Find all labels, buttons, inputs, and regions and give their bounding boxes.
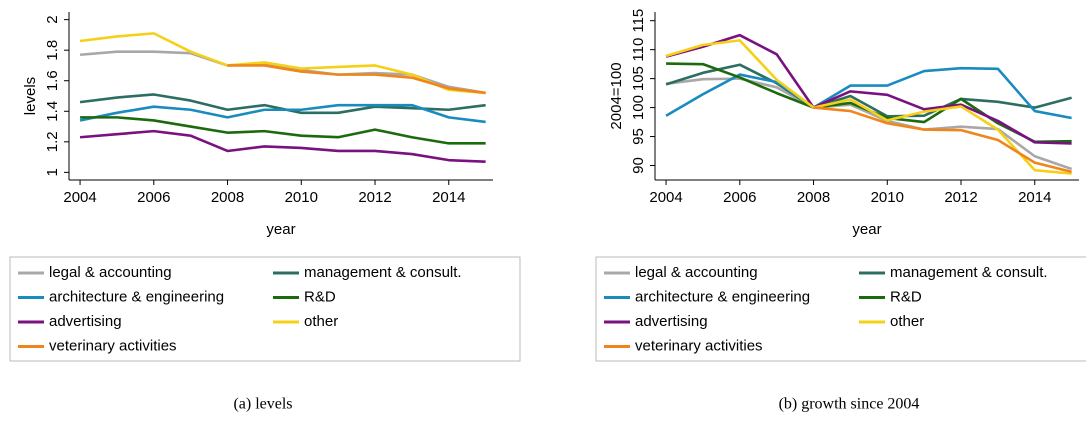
x-tick-label: 2004 [63,189,96,206]
x-tick-label: 2014 [432,189,465,206]
y-tick-label: 1.8 [44,40,61,61]
y-tick-label: 110 [630,38,647,62]
x-tick-label: 2008 [211,189,244,206]
legend-label: management & consult. [304,264,462,281]
y-tick-label: 1 [44,168,61,176]
legend-label: R&D [890,288,922,305]
legend-label: advertising [635,313,708,330]
legend-label: other [890,313,924,330]
legend-label: veterinary activities [635,337,763,354]
x-tick-label: 2006 [137,189,170,206]
x-tick-label: 2004 [649,189,682,206]
x-tick-label: 2010 [285,189,318,206]
series-line [79,50,486,95]
series-line [665,63,1072,118]
series-line [665,39,1072,175]
series-line [665,66,1072,120]
series-line [79,103,486,124]
y-axis-label: levels [22,77,39,115]
legend-label: legal & accounting [49,264,172,281]
x-axis-label: year [266,221,295,238]
x-tick-label: 2012 [358,189,391,206]
x-tick-label: 2006 [723,189,756,206]
legend-label: legal & accounting [635,264,758,281]
series-line [79,32,486,95]
y-tick-label: 95 [630,128,647,145]
y-tick-label: 2 [44,15,61,23]
legend-box [595,256,1086,362]
y-tick-label: 1.6 [44,70,61,91]
series-line [813,106,1072,174]
legend-label: architecture & engineering [635,288,810,305]
legend-label: other [304,313,338,330]
y-tick-label: 115 [630,9,647,33]
legend-label: R&D [304,288,336,305]
y-tick-label: 100 [630,95,647,120]
y-tick-label: 1.4 [44,101,61,122]
legend-label: architecture & engineering [49,288,224,305]
x-tick-label: 2012 [944,189,977,206]
series-line [79,129,486,163]
series-line [665,33,1072,145]
x-tick-label: 2010 [871,189,904,206]
caption: (a) levels [233,396,292,413]
caption: (b) growth since 2004 [779,396,920,413]
series-line [227,64,486,95]
x-axis-label: year [852,221,881,238]
legend-box [9,256,521,362]
y-axis-label: 2004=100 [608,62,625,129]
legend-label: management & consult. [890,264,1048,281]
legend-label: veterinary activities [49,337,177,354]
y-tick-label: 1.2 [44,131,61,152]
x-tick-label: 2014 [1018,189,1051,206]
legend-label: advertising [49,313,122,330]
series-line [80,116,486,145]
x-tick-label: 2008 [797,189,830,206]
y-tick-label: 105 [630,66,647,91]
y-tick-label: 90 [630,157,647,174]
